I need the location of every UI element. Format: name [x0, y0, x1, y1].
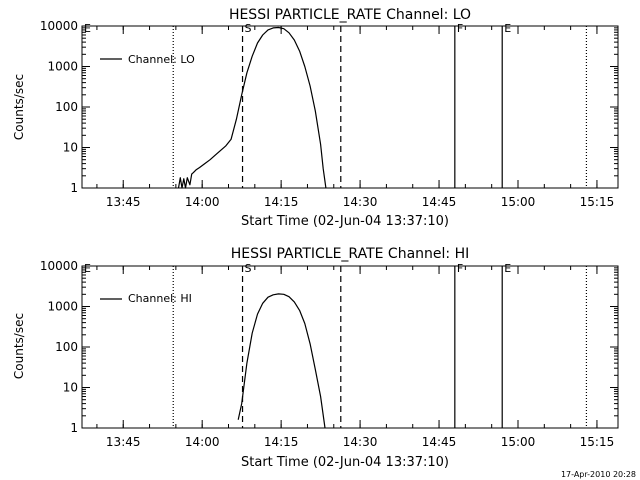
panel2-ytick-label: 100 — [55, 340, 78, 354]
panel1-ylabel: Counts/sec — [12, 74, 26, 140]
panel2-xtick-label: 15:00 — [501, 435, 536, 449]
panel1-legend-label: Channel: LO — [128, 53, 195, 66]
panel2-title: HESSI PARTICLE_RATE Channel: HI — [231, 246, 469, 262]
panel2-xtick-label: 15:15 — [580, 435, 615, 449]
panel2-marker-label: E — [504, 262, 511, 275]
panel2-xtick-label: 13:45 — [106, 435, 141, 449]
panel2-ytick-label: 10000 — [40, 259, 78, 273]
panel1-ytick-label: 10 — [63, 141, 78, 155]
panel1-ytick-label: 10000 — [40, 19, 78, 33]
panel2-xtick-label: 14:00 — [185, 435, 220, 449]
panel1-axes-frame — [81, 25, 619, 189]
panel2-xtick-label: 14:45 — [422, 435, 457, 449]
panel1-xtick-label: 13:45 — [106, 195, 141, 209]
panel1-series-line — [177, 26, 327, 189]
panel2-xlabel: Start Time (02-Jun-04 13:37:10) — [241, 455, 449, 470]
panel2-marker-label: E — [84, 262, 91, 275]
panel1-marker-label: E — [504, 22, 511, 35]
panel2-ytick-label: 10 — [63, 381, 78, 395]
panel1-xlabel: Start Time (02-Jun-04 13:37:10) — [241, 214, 449, 229]
panel2-ylabel: Counts/sec — [12, 313, 26, 379]
panel1-title: HESSI PARTICLE_RATE Channel: LO — [229, 7, 471, 23]
panel1-xtick-label: 15:00 — [501, 195, 536, 209]
footer-timestamp: 17-Apr-2010 20:28 — [561, 470, 636, 479]
panel1-ytick-label: 1 — [70, 181, 78, 195]
panel1-marker-label: E — [84, 22, 91, 35]
panel1-xtick-label: 14:30 — [343, 195, 378, 209]
panel2-series-line — [237, 293, 326, 429]
panel1-marker-label: F — [457, 22, 463, 35]
panel1-xtick-label: 14:45 — [422, 195, 457, 209]
panel1-xtick-label: 14:00 — [185, 195, 220, 209]
panel2-xtick-label: 14:30 — [343, 435, 378, 449]
panel2-ytick-label: 1000 — [47, 300, 78, 314]
panel1-ytick-label: 100 — [55, 100, 78, 114]
panel2-marker-label: F — [457, 262, 463, 275]
panel2-marker-label: S — [245, 262, 252, 275]
panel2-legend-label: Channel: HI — [128, 292, 192, 305]
panel1-marker-label: S — [245, 22, 252, 35]
panel2-ytick-label: 1 — [70, 421, 78, 435]
panel1-ytick-label: 1000 — [47, 60, 78, 74]
panel1-xtick-label: 14:15 — [264, 195, 299, 209]
chart-marks: 1 10 100 1000 10000 13:45 14:00 14:15 14:30 14:45… — [40, 19, 619, 449]
panel2-xtick-label: 14:15 — [264, 435, 299, 449]
panel1-xtick-label: 15:15 — [580, 195, 615, 209]
panel2-axes-frame — [81, 265, 619, 429]
